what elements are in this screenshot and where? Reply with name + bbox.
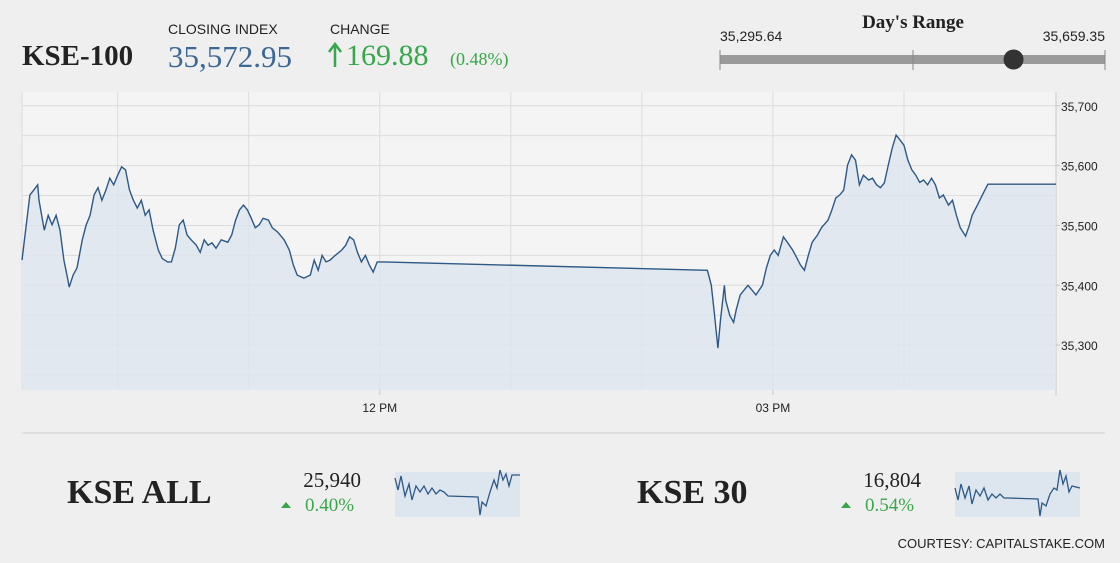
plot: 35,300 35,400 35,500 35,600 35,700 12 PM 03 PM [21,92,1098,415]
area [22,135,1056,390]
index-value: 16,804 [863,468,921,492]
up-arrow [328,41,342,67]
y-tick-label: 35,300 [1061,339,1098,353]
index-name: KSE-100 [22,40,133,72]
sparkline-bg [395,472,520,517]
footer: COURTESY: CAPITALSTAKE.COM [898,536,1105,551]
index-item: KSE 30 16,804 0.54% [637,468,1081,517]
range-marker [1003,49,1024,70]
change-pct: (0.48%) [450,49,508,70]
index-item: KSE ALL 25,940 0.40% [67,468,520,517]
range-high: 35,659.35 [1043,28,1105,44]
closing-value: 35,572.95 [168,39,292,74]
up-triangle [841,502,851,508]
range-low: 35,295.64 [720,28,782,44]
sparkline [394,469,520,516]
change-value: 169.88 [346,39,429,72]
range-title: Day's Range [862,12,964,33]
y-tick-label: 35,400 [1061,279,1098,293]
up-triangle [281,502,291,508]
closing-title: CLOSING INDEX [168,21,278,37]
line [21,133,1056,349]
index-value: 25,940 [303,468,361,492]
y-tick-label: 35,500 [1061,219,1098,233]
y-tick-label: 35,600 [1061,160,1098,174]
x-tick-label: 12 PM [362,401,397,415]
index-label: KSE ALL [67,474,212,511]
index-label: KSE 30 [637,474,748,511]
index-change: 0.54% [865,495,914,516]
y-tick-label: 35,700 [1061,100,1098,114]
change-title: CHANGE [330,21,390,37]
x-tick-label: 03 PM [756,401,791,415]
index-change: 0.40% [305,495,354,516]
sparkline [954,469,1081,517]
